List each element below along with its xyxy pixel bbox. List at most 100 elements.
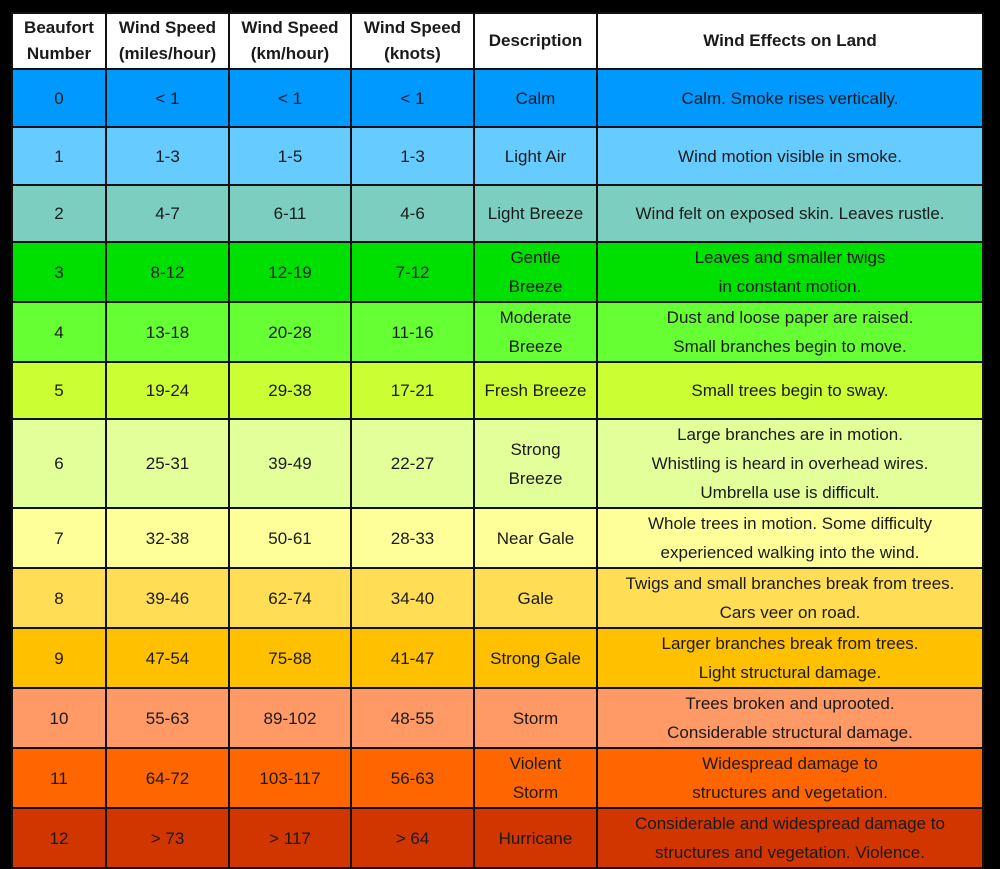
wind-speed-knots-cell: 4-6 xyxy=(350,184,475,243)
header-beaufort-number: Beaufort Number xyxy=(11,12,107,70)
wind-speed-knots-cell: 17-21 xyxy=(350,361,475,420)
beaufort-number-cell: 10 xyxy=(11,687,107,749)
wind-effect-cell: Leaves and smaller twigs in constant mot… xyxy=(596,241,984,303)
wind-speed-mph-cell: < 1 xyxy=(105,68,230,128)
beaufort-number-cell: 1 xyxy=(11,126,107,186)
wind-speed-kmh-cell: 6-11 xyxy=(228,184,352,243)
table-row: 10 55-63 89-102 48-55 Storm Trees broken and … xyxy=(11,687,984,749)
wind-effect-cell: Small trees begin to sway. xyxy=(596,361,984,420)
description-cell: Storm xyxy=(473,687,598,749)
beaufort-number-cell: 5 xyxy=(11,361,107,420)
wind-speed-knots-cell: 34-40 xyxy=(350,567,475,629)
beaufort-number-cell: 8 xyxy=(11,567,107,629)
wind-speed-mph-cell: > 73 xyxy=(105,807,230,869)
header-wind-speed-mph: Wind Speed (miles/hour) xyxy=(105,12,230,70)
wind-speed-knots-cell: 48-55 xyxy=(350,687,475,749)
beaufort-number-cell: 3 xyxy=(11,241,107,303)
description-cell: Moderate Breeze xyxy=(473,301,598,363)
table-row: 6 25-31 39-49 22-27 Strong Breeze Large branc… xyxy=(11,418,984,509)
table-row: 4 13-18 20-28 11-16 Moderate Breeze Dust and … xyxy=(11,301,984,363)
header-wind-speed-knots: Wind Speed (knots) xyxy=(350,12,475,70)
table-row: 2 4-7 6-11 4-6 Light Breeze Wind felt on expo… xyxy=(11,184,984,243)
wind-speed-mph-cell: 19-24 xyxy=(105,361,230,420)
description-cell: Gentle Breeze xyxy=(473,241,598,303)
table-row: 3 8-12 12-19 7-12 Gentle Breeze Leaves and sm… xyxy=(11,241,984,303)
wind-speed-knots-cell: 56-63 xyxy=(350,747,475,809)
wind-speed-mph-cell: 47-54 xyxy=(105,627,230,689)
table-row: 5 19-24 29-38 17-21 Fresh Breeze Small trees … xyxy=(11,361,984,420)
description-cell: Strong Breeze xyxy=(473,418,598,509)
beaufort-number-cell: 12 xyxy=(11,807,107,869)
wind-effect-cell: Whole trees in motion. Some difficulty e… xyxy=(596,507,984,569)
wind-speed-knots-cell: 1-3 xyxy=(350,126,475,186)
wind-speed-mph-cell: 13-18 xyxy=(105,301,230,363)
description-cell: Strong Gale xyxy=(473,627,598,689)
beaufort-scale-table-frame: Beaufort Number Wind Speed (miles/hour) … xyxy=(11,12,984,869)
description-cell: Gale xyxy=(473,567,598,629)
wind-speed-mph-cell: 64-72 xyxy=(105,747,230,809)
wind-speed-kmh-cell: 39-49 xyxy=(228,418,352,509)
beaufort-number-cell: 7 xyxy=(11,507,107,569)
table-row: 11 64-72 103-117 56-63 Violent Storm Widespre… xyxy=(11,747,984,809)
wind-effect-cell: Twigs and small branches break from tree… xyxy=(596,567,984,629)
header-description: Description xyxy=(473,12,598,70)
wind-speed-kmh-cell: 50-61 xyxy=(228,507,352,569)
wind-speed-knots-cell: 11-16 xyxy=(350,301,475,363)
wind-effect-cell: Considerable and widespread damage to st… xyxy=(596,807,984,869)
description-cell: Near Gale xyxy=(473,507,598,569)
wind-speed-kmh-cell: 75-88 xyxy=(228,627,352,689)
table-row: 9 47-54 75-88 41-47 Strong Gale Larger branch… xyxy=(11,627,984,689)
wind-effect-cell: Large branches are in motion. Whistling … xyxy=(596,418,984,509)
header-wind-speed-kmh: Wind Speed (km/hour) xyxy=(228,12,352,70)
wind-effect-cell: Wind felt on exposed skin. Leaves rustle… xyxy=(596,184,984,243)
wind-speed-mph-cell: 4-7 xyxy=(105,184,230,243)
wind-effect-cell: Widespread damage to structures and vege… xyxy=(596,747,984,809)
wind-speed-knots-cell: 41-47 xyxy=(350,627,475,689)
wind-speed-kmh-cell: 12-19 xyxy=(228,241,352,303)
wind-speed-mph-cell: 32-38 xyxy=(105,507,230,569)
wind-speed-knots-cell: < 1 xyxy=(350,68,475,128)
beaufort-number-cell: 0 xyxy=(11,68,107,128)
wind-effect-cell: Dust and loose paper are raised. Small b… xyxy=(596,301,984,363)
wind-speed-knots-cell: 28-33 xyxy=(350,507,475,569)
beaufort-scale-table: Beaufort Number Wind Speed (miles/hour) … xyxy=(11,12,984,869)
description-cell: Light Air xyxy=(473,126,598,186)
wind-effect-cell: Wind motion visible in smoke. xyxy=(596,126,984,186)
wind-speed-kmh-cell: 20-28 xyxy=(228,301,352,363)
description-cell: Violent Storm xyxy=(473,747,598,809)
description-cell: Calm xyxy=(473,68,598,128)
wind-speed-mph-cell: 55-63 xyxy=(105,687,230,749)
table-row: 8 39-46 62-74 34-40 Gale Twigs and small bran… xyxy=(11,567,984,629)
description-cell: Light Breeze xyxy=(473,184,598,243)
wind-speed-kmh-cell: 1-5 xyxy=(228,126,352,186)
wind-effect-cell: Trees broken and uprooted. Considerable … xyxy=(596,687,984,749)
description-cell: Hurricane xyxy=(473,807,598,869)
header-row: Beaufort Number Wind Speed (miles/hour) … xyxy=(11,12,984,70)
wind-speed-kmh-cell: 89-102 xyxy=(228,687,352,749)
wind-effect-cell: Larger branches break from trees. Light … xyxy=(596,627,984,689)
wind-speed-knots-cell: 7-12 xyxy=(350,241,475,303)
table-row: 12 > 73 > 117 > 64 Hurricane Considerable and… xyxy=(11,807,984,869)
beaufort-number-cell: 6 xyxy=(11,418,107,509)
table-row: 0 < 1 < 1 < 1 Calm Calm. Smoke rises vertical… xyxy=(11,68,984,128)
header-wind-effects: Wind Effects on Land xyxy=(596,12,984,70)
wind-speed-knots-cell: 22-27 xyxy=(350,418,475,509)
wind-speed-mph-cell: 1-3 xyxy=(105,126,230,186)
wind-effect-cell: Calm. Smoke rises vertically. xyxy=(596,68,984,128)
beaufort-number-cell: 11 xyxy=(11,747,107,809)
table-row: 1 1-3 1-5 1-3 Light Air Wind motion visible i… xyxy=(11,126,984,186)
wind-speed-kmh-cell: 62-74 xyxy=(228,567,352,629)
wind-speed-mph-cell: 39-46 xyxy=(105,567,230,629)
wind-speed-knots-cell: > 64 xyxy=(350,807,475,869)
beaufort-number-cell: 9 xyxy=(11,627,107,689)
beaufort-number-cell: 2 xyxy=(11,184,107,243)
wind-speed-kmh-cell: > 117 xyxy=(228,807,352,869)
description-cell: Fresh Breeze xyxy=(473,361,598,420)
wind-speed-kmh-cell: < 1 xyxy=(228,68,352,128)
wind-speed-mph-cell: 25-31 xyxy=(105,418,230,509)
wind-speed-kmh-cell: 103-117 xyxy=(228,747,352,809)
table-row: 7 32-38 50-61 28-33 Near Gale Whole trees in … xyxy=(11,507,984,569)
wind-speed-mph-cell: 8-12 xyxy=(105,241,230,303)
beaufort-number-cell: 4 xyxy=(11,301,107,363)
wind-speed-kmh-cell: 29-38 xyxy=(228,361,352,420)
